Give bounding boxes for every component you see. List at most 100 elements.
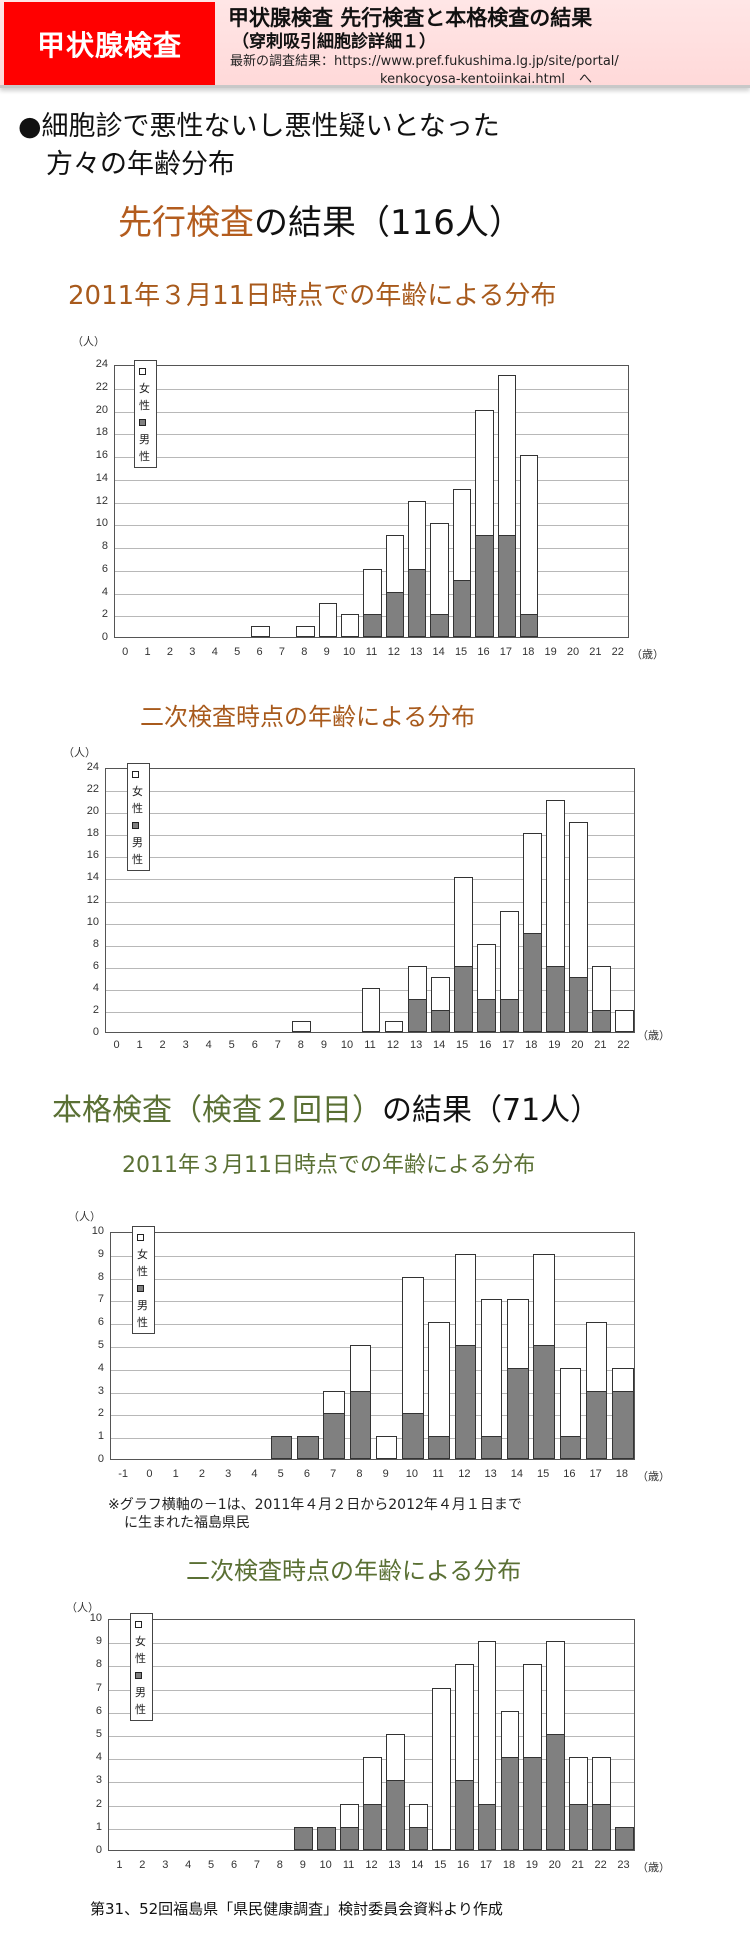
bar-segment-male [507,1367,529,1459]
y-tick-label: 22 [95,380,108,393]
bar-segment-male [407,998,427,1032]
y-tick-label: 2 [95,1797,102,1810]
topic-badge: 甲状腺検査 [4,2,215,85]
x-tick-label: 9 [323,646,330,658]
x-tick-label: 22 [611,646,624,658]
bar-age-20 [546,1641,566,1850]
bar-segment-female [292,1020,312,1032]
x-tick-label: 17 [479,1859,493,1871]
bar-age-17 [499,910,519,1032]
x-tick-label: 4 [185,1859,192,1871]
bar-age-13 [408,500,427,637]
x-tick-label: 21 [589,646,602,658]
bar-segment-male [385,591,405,637]
legend-swatch-male [137,1285,144,1292]
y-tick-label: 0 [92,1026,99,1038]
gridline [106,923,634,925]
legend-swatch-male [135,1672,142,1679]
bar-segment-male [363,614,382,637]
legend-label-female: 女性 [137,1248,148,1278]
bar-age-6 [297,1436,319,1459]
legend-item-male: 男性 [139,414,150,465]
gridline [106,967,634,969]
x-tick-label: 5 [208,1859,215,1871]
source-link[interactable]: 最新の調査結果：https://www.pref.fukushima.lg.jp… [230,54,619,69]
legend-label-male: 男性 [137,1299,148,1329]
y-tick-label: 5 [95,1728,102,1740]
y-tick-label: 24 [95,358,108,370]
x-axis-unit: （歳） [637,1470,670,1483]
bar-segment-female [384,1020,404,1032]
x-axis-unit: （歳） [637,1029,670,1042]
y-tick-label: 10 [89,1612,102,1624]
gridline [106,857,634,859]
legend-item-male: 男性 [137,1280,148,1331]
x-tick-label: 5 [228,1039,235,1051]
bar-segment-male [453,965,473,1032]
x-tick-label: 15 [434,1859,447,1871]
gridline [111,1324,634,1326]
x-tick-label: 19 [525,1859,539,1871]
bar-age-9 [318,602,337,637]
y-tick-label: 0 [97,1453,104,1465]
gridline [111,1438,634,1440]
bar-age-18 [522,833,542,1032]
gridline [106,879,634,881]
y-tick-label: 4 [101,585,108,598]
intro-line-1: ●細胞診で悪性ないし悪性疑いとなった [18,111,500,142]
bar-segment-male [402,1413,424,1459]
bar-segment-male [454,1345,477,1459]
chart-plot-area [114,365,629,638]
bar-segment-male [428,1436,450,1459]
x-tick-label: 18 [525,1039,538,1051]
gridline [106,945,634,947]
bar-age-15 [533,1253,555,1459]
x-tick-label: 15 [537,1468,550,1480]
bar-age-15 [453,877,473,1032]
section-title-preliminary: 先行検査の結果（116人） [118,195,523,244]
bar-segment-male [386,1780,405,1850]
source-link-continued[interactable]: kenkocyosa-kentoiinkai.html へ [380,68,592,87]
y-tick-label: 24 [86,761,99,773]
bar-age-16 [559,1367,582,1459]
x-tick-label: 22 [594,1859,607,1871]
y-tick-label: 0 [101,631,108,643]
bar-age-22 [615,1009,634,1032]
bar-segment-female [251,625,270,637]
gridline [111,1301,634,1303]
bar-age-11 [428,1322,450,1459]
x-tick-label: 8 [301,646,308,658]
gridline [111,1347,634,1348]
legend-item-female: 女性 [135,1616,146,1667]
bar-age-15 [452,489,472,637]
footnote-line-1: ※グラフ横軸の－1は、2011年４月２日から2012年４月１日まで [108,1497,522,1513]
chart-legend: 女性 男性 [134,360,157,468]
x-tick-label: 3 [189,646,196,658]
bar-segment-male [294,1826,314,1850]
y-tick-label: 14 [86,871,99,884]
bar-age-12 [363,1757,382,1850]
link-arrow-label: へ [578,72,592,87]
source-link-url-tail[interactable]: kenkocyosa-kentoiinkai.html [380,72,565,87]
legend-item-female: 女性 [139,363,150,414]
chart-legend: 女性 男性 [127,763,150,871]
gridline [106,813,634,815]
y-tick-label: 1 [97,1430,104,1443]
bar-age-14 [507,1299,529,1459]
bar-segment-male [568,976,588,1032]
x-tick-label: 10 [340,1039,354,1051]
x-tick-label: 12 [365,1859,378,1871]
bar-segment-female [340,614,360,637]
bar-age-14 [430,523,449,637]
bar-segment-male [323,1413,345,1459]
bar-segment-male [408,568,427,637]
x-tick-label: 13 [484,1468,497,1480]
bar-segment-male [615,1826,634,1850]
bar-segment-male [592,1803,612,1850]
y-tick-label: 9 [95,1635,102,1648]
y-tick-label: 10 [95,517,108,530]
legend-label-male: 男性 [135,1686,146,1716]
legend-swatch-male [139,419,146,426]
gridline [106,791,634,793]
x-tick-label: 3 [225,1468,232,1480]
